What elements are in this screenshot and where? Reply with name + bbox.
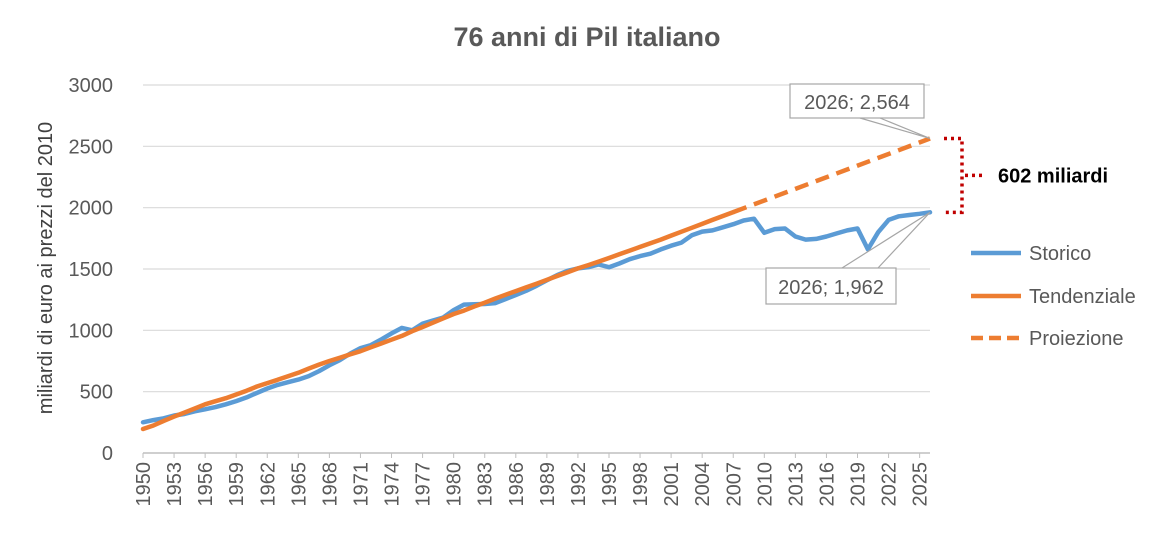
x-tick-label: 1992	[568, 462, 590, 507]
x-tick-label: 1959	[226, 462, 248, 507]
x-tick-label: 1998	[630, 462, 652, 507]
x-tick-label: 1983	[475, 462, 497, 507]
x-tick-label: 1986	[506, 462, 528, 507]
y-tick-label: 1000	[69, 320, 114, 342]
x-tick-label: 2004	[692, 462, 714, 507]
x-tick-label: 2013	[785, 462, 807, 507]
x-tick-label: 1971	[350, 462, 372, 507]
legend-label-storico: Storico	[1029, 243, 1091, 265]
annotations: 2026; 2,564 2026; 1,962 602 miliardi	[765, 83, 1108, 305]
y-tick-label: 2500	[69, 136, 114, 158]
data-label-storico: 2026; 1,962	[778, 277, 884, 299]
y-tick-label: 500	[80, 382, 113, 404]
x-tick-label: 1956	[195, 462, 217, 507]
x-tick-label: 1968	[319, 462, 341, 507]
x-tick-label: 2001	[661, 462, 683, 507]
x-tick-label: 1974	[382, 462, 404, 507]
difference-bracket	[944, 136, 964, 215]
axes: 0 500 1000 1500 2000 2500 3000 1950 1953 1956 1959…	[69, 75, 932, 507]
x-tick-label: 2025	[910, 462, 932, 507]
series	[140, 136, 933, 432]
callout-leader	[859, 117, 931, 140]
x-tick-label: 1950	[133, 462, 155, 507]
x-tick-label: 1965	[288, 462, 310, 507]
callout-box	[789, 83, 925, 119]
x-tick-label: 1962	[257, 462, 279, 507]
series-line-storico	[140, 210, 933, 425]
y-tick-label: 2000	[69, 198, 114, 220]
gridlines	[143, 84, 930, 393]
difference-label: 602 miliardi	[998, 165, 1108, 187]
x-tick-label: 1989	[537, 462, 559, 507]
legend: Storico Tendenziale Proiezione	[971, 243, 1136, 350]
data-label-proiezione: 2026; 2,564	[804, 92, 910, 114]
x-tick-label: 2010	[754, 462, 776, 507]
series-line-tendenziale	[140, 209, 736, 432]
series-line-proiezione	[732, 136, 931, 215]
callout-leader	[841, 211, 931, 269]
x-tick-label: 2016	[816, 462, 838, 507]
x-tick-label: 1980	[444, 462, 466, 507]
x-tick-label: 2019	[848, 462, 870, 507]
x-tick-label: 2022	[879, 462, 901, 507]
legend-label-tendenziale: Tendenziale	[1029, 286, 1136, 308]
x-tick-label: 1977	[413, 462, 435, 507]
x-tick-label: 1995	[599, 462, 621, 507]
chart-title: 76 anni di Pil italiano	[453, 22, 720, 52]
x-tick-label: 2007	[723, 462, 745, 507]
y-tick-label: 3000	[69, 75, 114, 97]
callout-box	[765, 267, 897, 305]
x-tick-label: 1953	[164, 462, 186, 507]
legend-label-proiezione: Proiezione	[1029, 328, 1124, 350]
y-axis-label: miliardi di euro ai prezzi del 2010	[35, 122, 57, 414]
y-tick-label: 1500	[69, 259, 114, 281]
y-tick-label: 0	[102, 443, 113, 465]
